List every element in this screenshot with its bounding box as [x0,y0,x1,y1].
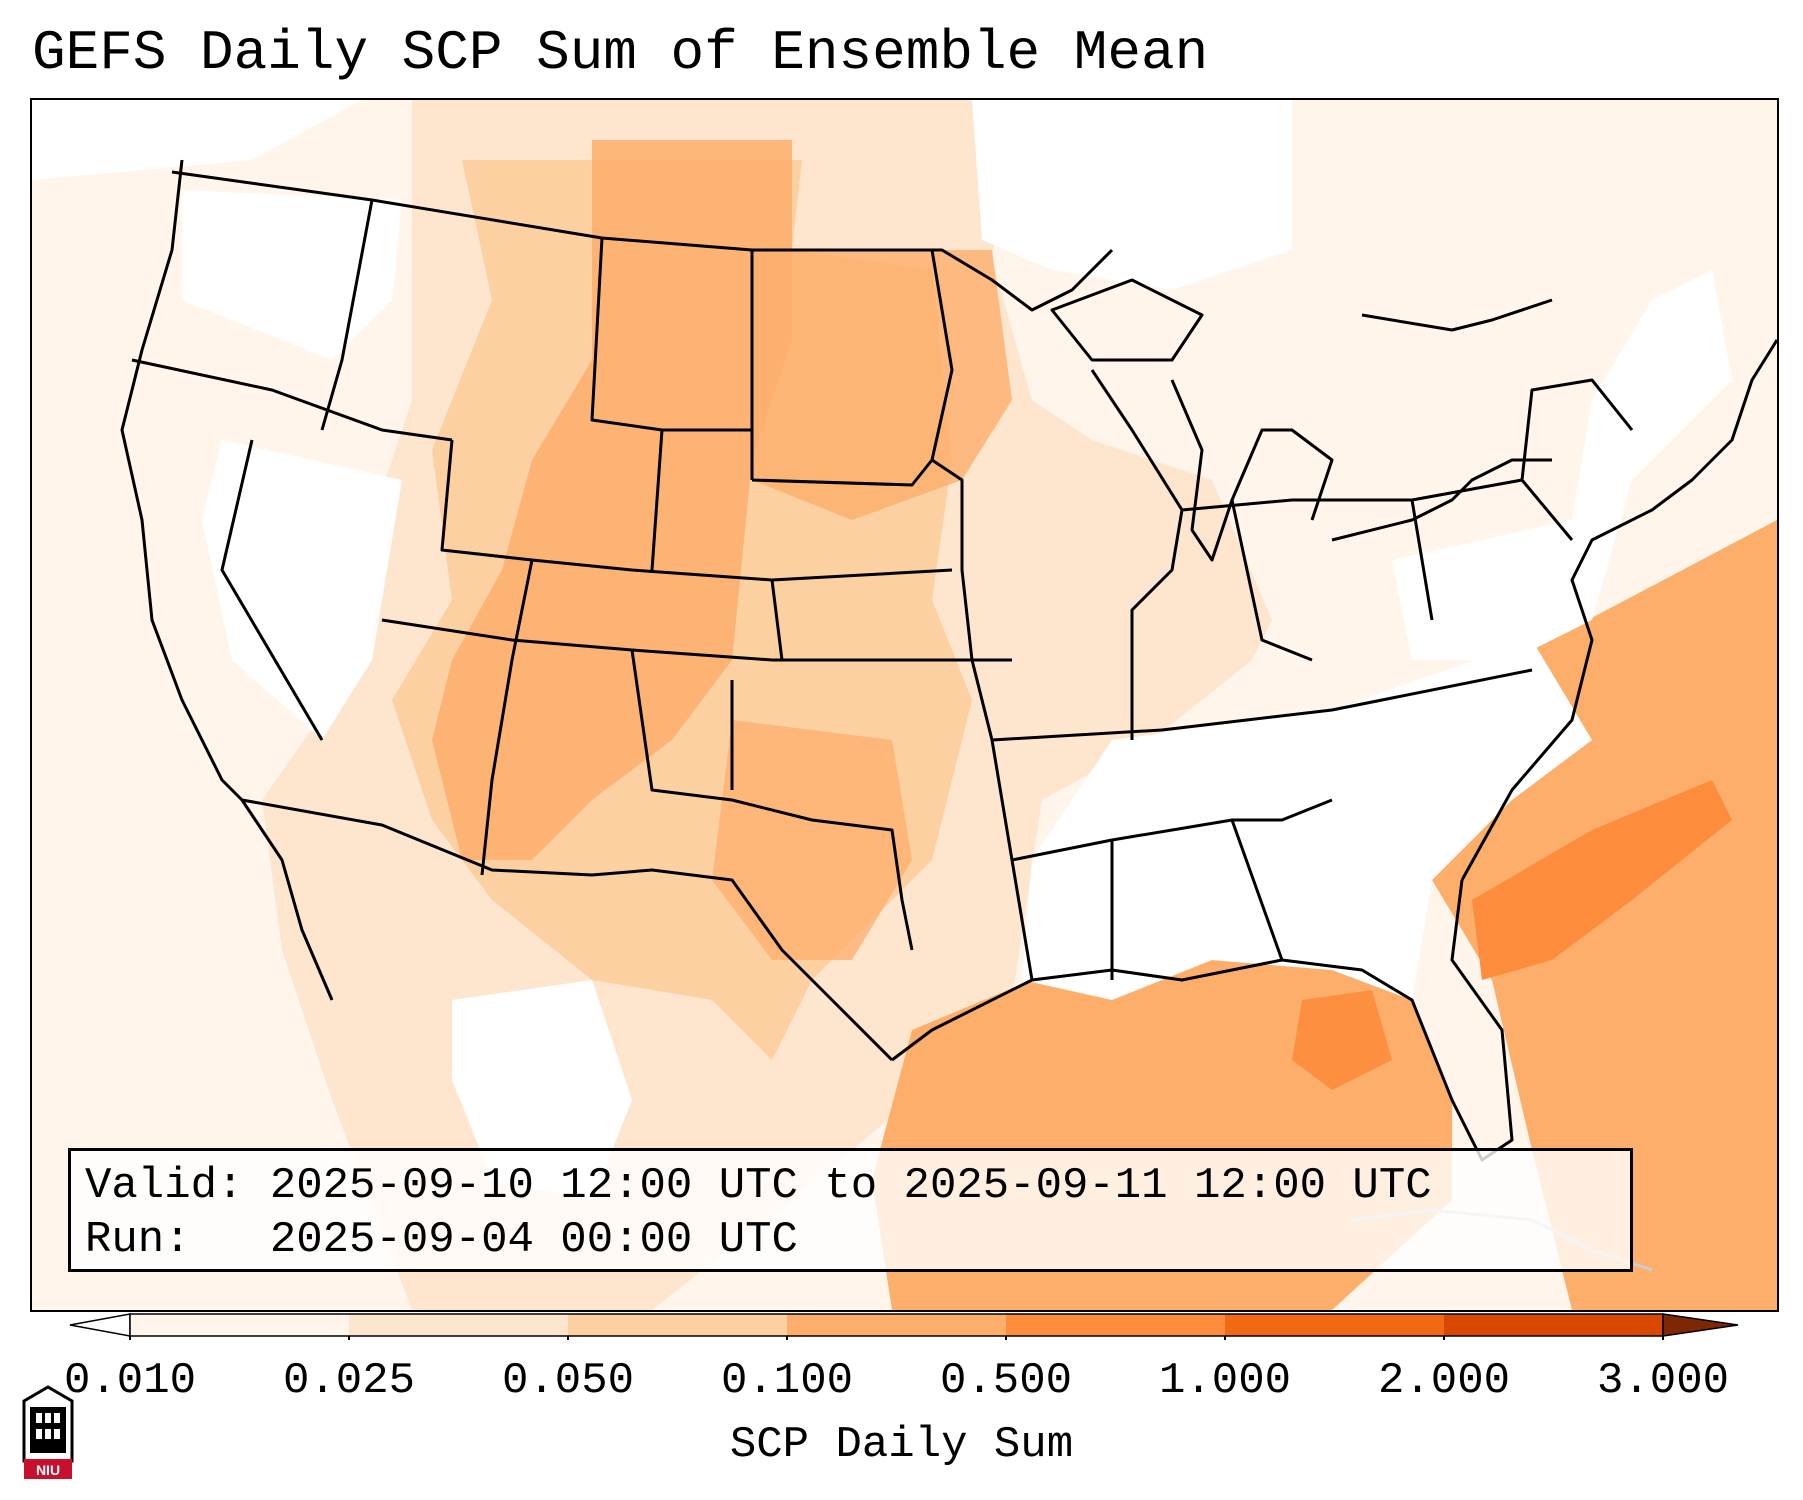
valid-label: Valid: [85,1161,244,1211]
gulf-coast [891,879,1514,1162]
scp-field-shading [32,100,1777,1310]
run-info-box: Valid: 2025-09-10 12:00 UTC to 2025-09-1… [68,1148,1633,1272]
great-lakes [1050,278,1552,562]
map-title: GEFS Daily SCP Sum of Ensemble Mean [32,21,1209,85]
colorbar-tick-label: 0.025 [282,1356,416,1406]
valid-time-range: 2025-09-10 12:00 UTC to 2025-09-11 12:00… [269,1161,1432,1211]
shade-clear-nevada [202,440,402,740]
colorbar-tick-label: 3.000 [1596,1356,1730,1406]
colorbar-segment [130,1314,350,1336]
colorbar-over-arrow [1662,1313,1739,1337]
colorbar-tick-label: 2.000 [1377,1356,1511,1406]
us-mexico-border [241,798,894,1062]
colorbar-tick-label: 1.000 [1158,1356,1292,1406]
colorbar-segment [1444,1314,1664,1336]
shade-clear-pacnw [182,190,402,360]
colorbar-segments [69,1313,1739,1340]
svg-text:NIU: NIU [36,1462,60,1478]
colorbar-tick-label: 0.500 [939,1356,1073,1406]
niu-logo: NIU [22,1385,74,1479]
shade-clear-mexico [452,980,632,1200]
run-label: Run: [85,1215,244,1265]
west-coast [120,159,334,1001]
map-frame: Valid: 2025-09-10 12:00 UTC to 2025-09-1… [30,98,1779,1312]
colorbar-outline [129,1313,1664,1337]
east-coast [1460,339,1777,881]
shade-clear-southeast [1022,640,1592,1000]
colorbar [69,1313,1739,1340]
run-time: 2025-09-04 00:00 UTC [269,1215,798,1265]
shade-atlantic-core [1472,780,1732,980]
colorbar-segment [568,1314,788,1336]
colorbar-segment [349,1314,569,1336]
colorbar-tick-label: 0.100 [720,1356,854,1406]
colorbar-segment [1225,1314,1445,1336]
colorbar-tick-label: 0.050 [501,1356,635,1406]
colorbar-label: SCP Daily Sum [729,1420,1074,1470]
boundary-lines [120,159,1777,1272]
shade-clear-north [972,100,1292,290]
colorbar-tick-label: 0.010 [63,1356,197,1406]
shade-orange-dakotas [752,250,1012,520]
colorbar-segment [787,1314,1007,1336]
shade-gulf-core [1292,990,1392,1090]
colorbar-under-arrow [69,1313,131,1337]
shade-orange-texas [712,720,912,960]
scp-map [32,100,1777,1310]
state-lines [131,199,1634,981]
shade-clear-northeast [1392,270,1732,660]
us-canada-border [171,170,1553,332]
colorbar-segment [1006,1314,1226,1336]
shade-orange-rockies [432,140,792,860]
